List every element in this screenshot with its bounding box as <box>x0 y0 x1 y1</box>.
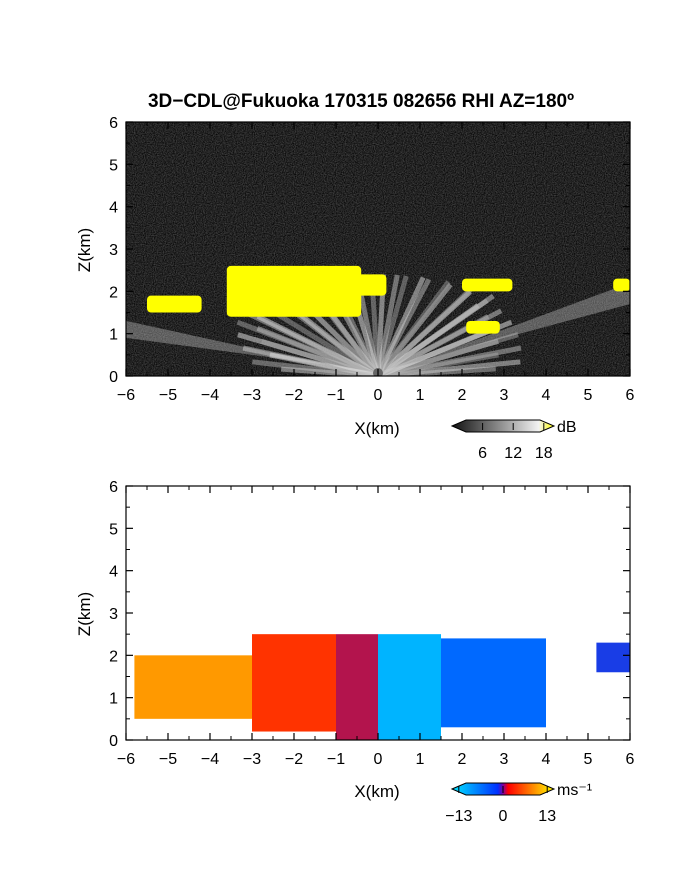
intensity-x-tick-label: −4 <box>201 387 219 404</box>
velocity-y-ticks: 0 1 2 3 4 5 6 <box>109 479 630 750</box>
intensity-colorbar: 6 12 18 dB <box>450 419 577 462</box>
intensity-y-tick-label: 4 <box>109 200 118 217</box>
intensity-x-tick-label: 4 <box>542 387 551 404</box>
intensity-x-tick-label: −5 <box>159 387 177 404</box>
velocity-y-tick-label: 2 <box>109 648 118 665</box>
intensity-saturated-region <box>226 265 362 317</box>
intensity-x-axis-label: X(km) <box>354 419 399 438</box>
intensity-y-tick-label: 5 <box>109 157 118 174</box>
intensity-colorbar-unit: dB <box>557 419 577 436</box>
intensity-echo-ray <box>376 293 495 376</box>
intensity-colorbar-tick-label: 12 <box>504 445 522 462</box>
intensity-saturated-regions <box>147 265 630 376</box>
intensity-y-ticks: 0 1 2 3 4 5 6 <box>109 115 630 386</box>
velocity-y-tick-label: 4 <box>109 564 118 581</box>
intensity-y-tick-label: 2 <box>109 284 118 301</box>
intensity-saturated-region <box>462 278 513 292</box>
intensity-x-tick-label: 1 <box>416 387 425 404</box>
velocity-y-axis-label: Z(km) <box>75 592 94 636</box>
intensity-x-ticks: −6 −5 −4 −3 −2 −1 0 1 2 3 4 5 6 <box>117 122 635 404</box>
velocity-x-tick-label: −3 <box>243 751 261 768</box>
velocity-x-axis-label: X(km) <box>354 782 399 801</box>
intensity-saturated-region <box>147 295 202 313</box>
intensity-saturated-region <box>613 278 630 292</box>
velocity-x-tick-label: −4 <box>201 751 219 768</box>
intensity-x-tick-label: 2 <box>458 387 467 404</box>
intensity-x-tick-label: 3 <box>500 387 509 404</box>
intensity-x-tick-label: −1 <box>327 387 345 404</box>
velocity-x-tick-label: 1 <box>416 751 425 768</box>
intensity-y-axis-label: Z(km) <box>75 228 94 272</box>
velocity-x-tick-label: 4 <box>542 751 551 768</box>
intensity-x-tick-label: 6 <box>626 387 635 404</box>
velocity-colorbar-tick-label: 13 <box>538 808 556 825</box>
velocity-colorbar-tick-label: 0 <box>499 808 508 825</box>
velocity-x-ticks: −6 −5 −4 −3 −2 −1 0 1 2 3 4 5 6 <box>117 486 635 768</box>
velocity-x-tick-label: −6 <box>117 751 135 768</box>
intensity-colorbar-ticks: 6 12 18 <box>478 423 553 462</box>
intensity-y-tick-label: 1 <box>109 327 118 344</box>
intensity-saturated-region <box>466 320 500 334</box>
intensity-colorbar-tick-label: 6 <box>478 445 487 462</box>
intensity-colorbar-bar <box>450 419 556 433</box>
velocity-region <box>336 634 378 740</box>
velocity-x-tick-label: 2 <box>458 751 467 768</box>
velocity-region <box>134 655 252 719</box>
intensity-x-tick-label: 0 <box>374 387 383 404</box>
intensity-x-tick-label: −6 <box>117 387 135 404</box>
velocity-y-tick-label: 6 <box>109 479 118 496</box>
intensity-x-tick-label: 5 <box>584 387 593 404</box>
velocity-y-tick-label: 5 <box>109 521 118 538</box>
intensity-x-tick-label: −3 <box>243 387 261 404</box>
velocity-x-tick-label: 5 <box>584 751 593 768</box>
velocity-colorbar-unit: ms⁻¹ <box>557 782 592 799</box>
velocity-region <box>378 634 441 740</box>
intensity-y-tick-label: 6 <box>109 115 118 132</box>
velocity-x-tick-label: 3 <box>500 751 509 768</box>
velocity-colorbar: −13 0 13 ms⁻¹ <box>445 782 592 825</box>
velocity-y-tick-label: 1 <box>109 691 118 708</box>
velocity-region <box>441 638 546 728</box>
intensity-y-tick-label: 3 <box>109 242 118 259</box>
intensity-colorbar-tick-label: 18 <box>535 445 553 462</box>
intensity-echo-ray <box>375 280 451 376</box>
velocity-colorbar-tick-label: −13 <box>445 808 472 825</box>
velocity-x-tick-label: −5 <box>159 751 177 768</box>
intensity-echo-ray <box>375 276 426 376</box>
velocity-colorbar-ticks: −13 0 13 <box>445 786 556 825</box>
velocity-x-tick-label: −2 <box>285 751 303 768</box>
velocity-y-tick-label: 0 <box>109 733 118 750</box>
velocity-region <box>596 642 630 673</box>
figure-title: 3D−CDL@Fukuoka 170315 082656 RHI AZ=180º <box>148 91 574 112</box>
intensity-x-tick-label: −2 <box>285 387 303 404</box>
velocity-x-tick-label: −1 <box>327 751 345 768</box>
velocity-y-tick-label: 3 <box>109 606 118 623</box>
intensity-y-tick-label: 0 <box>109 369 118 386</box>
velocity-regions <box>134 634 630 740</box>
velocity-region <box>252 634 336 732</box>
velocity-x-tick-label: 6 <box>626 751 635 768</box>
intensity-echo-ray <box>376 286 474 376</box>
intensity-echo-ray <box>280 366 379 376</box>
velocity-x-tick-label: 0 <box>374 751 383 768</box>
intensity-saturated-region <box>340 274 387 296</box>
intensity-low-level-layer <box>126 282 630 376</box>
